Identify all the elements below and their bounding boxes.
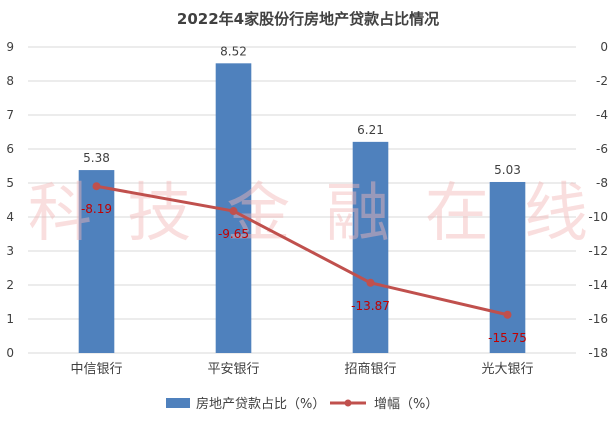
left-tick-label: 2 [6, 278, 14, 292]
line-data-label: -15.75 [488, 331, 527, 345]
left-tick-label: 1 [6, 312, 14, 326]
right-tick-label: -4 [596, 108, 608, 122]
left-tick-label: 0 [6, 346, 14, 360]
bar [352, 141, 389, 353]
legend: 房地产贷款占比（%） 增幅（%） [166, 396, 438, 412]
legend-label-line: 增幅（%） [374, 397, 438, 412]
category-label: 平安银行 [207, 362, 259, 377]
left-tick-label: 8 [6, 74, 14, 88]
right-tick-label: -14 [588, 278, 608, 292]
series-line [96, 184, 508, 317]
right-tick-label: -6 [596, 142, 608, 156]
legend-swatch-marker [344, 399, 352, 407]
line-marker [92, 182, 101, 191]
line-marker [503, 310, 512, 319]
left-tick-label: 7 [6, 108, 14, 122]
legend-label-bar: 房地产贷款占比（%） [196, 396, 325, 412]
right-tick-label: -12 [588, 244, 608, 258]
left-tick-label: 4 [6, 210, 14, 224]
category-label: 中信银行 [70, 362, 122, 377]
category-axis: 中信银行 平安银行 招商银行 光大银行 [70, 362, 533, 377]
bar-data-label: 6.21 [357, 123, 384, 137]
line-marker [366, 278, 375, 287]
left-tick-label: 3 [6, 244, 14, 258]
right-tick-label: -16 [588, 312, 608, 326]
right-tick-label: -18 [588, 346, 608, 360]
right-tick-label: -10 [588, 210, 608, 224]
bar-data-label: 5.03 [494, 163, 521, 177]
gridlines [28, 46, 576, 354]
bar-data-label: 5.38 [83, 151, 110, 165]
line-data-label: -13.87 [351, 299, 390, 313]
chart-title: 2022年4家股份行房地产贷款占比情况 [177, 10, 439, 28]
left-tick-label: 5 [6, 176, 14, 190]
right-tick-label: 0 [600, 40, 608, 54]
line-data-label: -9.65 [218, 227, 249, 241]
legend-swatch-bar [166, 398, 190, 408]
left-tick-label: 9 [6, 40, 14, 54]
line-data-label: -8.19 [81, 202, 112, 216]
left-tick-label: 6 [6, 142, 14, 156]
bar-data-label: 8.52 [220, 44, 247, 58]
right-tick-label: -2 [596, 74, 608, 88]
category-label: 光大银行 [481, 362, 533, 377]
right-tick-label: -8 [596, 176, 608, 190]
bar-series: 5.38 8.52 6.21 5.03 [78, 44, 526, 353]
category-label: 招商银行 [344, 362, 396, 377]
bar [489, 181, 526, 353]
left-axis: 0 1 2 3 4 5 6 7 8 9 [6, 40, 14, 360]
bar [78, 170, 115, 353]
line-marker [229, 207, 238, 216]
right-axis: -18 -16 -14 -12 -10 -8 -6 -4 -2 0 [588, 40, 608, 360]
line-series: -8.19 -9.65 -13.87 -15.75 [81, 182, 527, 345]
